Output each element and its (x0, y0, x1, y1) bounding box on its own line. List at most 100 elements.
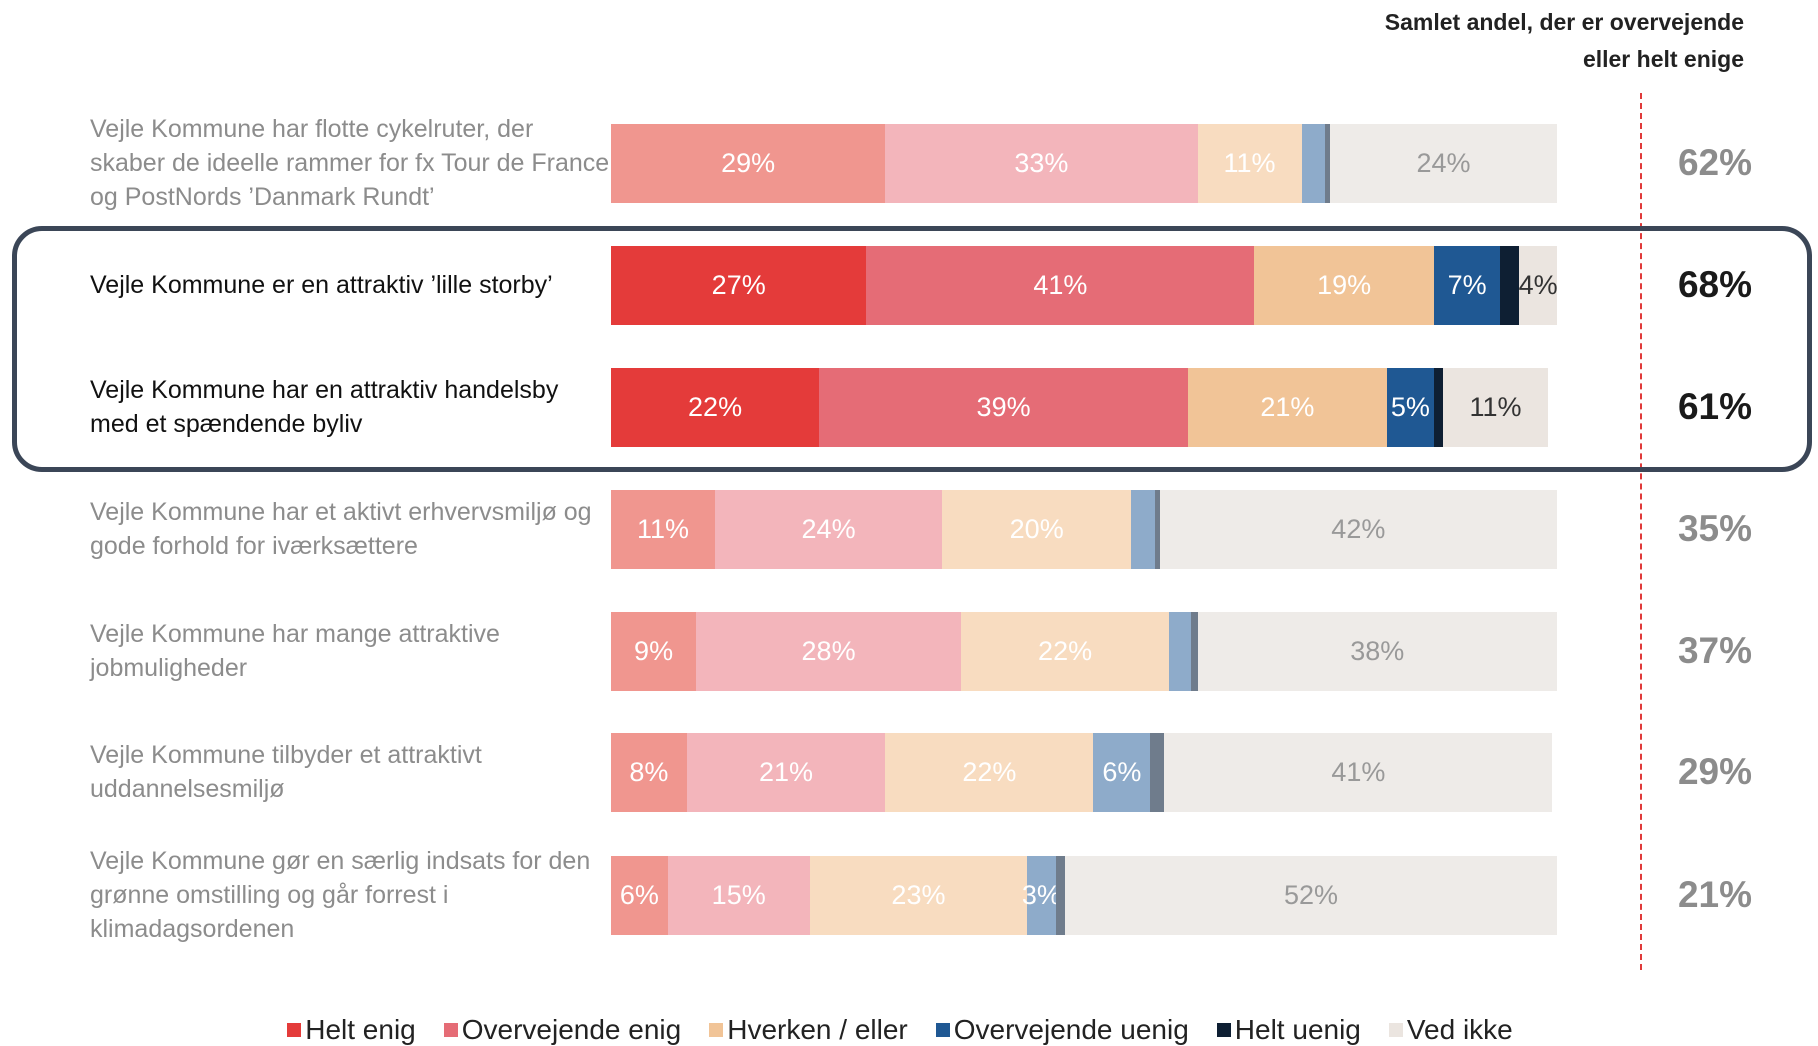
value-label: 8% (629, 756, 669, 787)
value-label: 11% (1223, 147, 1276, 178)
category-label: Vejle Kommune tilbyder et attraktivt udd… (90, 741, 482, 803)
total-label: 61% (1677, 386, 1753, 427)
bar-segment: 21% (1188, 367, 1387, 447)
legend-item: Helt enig (287, 1014, 416, 1046)
category-label: Vejle Kommune har flotte cykelruter, der… (90, 115, 610, 211)
value-label: 23% (891, 879, 946, 910)
bar-segment: 6% (611, 855, 668, 935)
value-label: 4% (1518, 269, 1558, 300)
value-label: 33% (1014, 147, 1069, 178)
bar-segment: 33% (885, 123, 1198, 203)
bar-segment: 38% (1197, 611, 1557, 691)
legend-label: Ved ikke (1406, 1014, 1513, 1045)
legend-label: Overvejende enig (461, 1014, 682, 1045)
total-label: 37% (1677, 630, 1753, 671)
value-label: 24% (801, 513, 856, 544)
bar-segment: 22% (611, 367, 820, 447)
bar-segment: 11% (1443, 367, 1548, 447)
value-label: 9% (634, 635, 674, 666)
bar-segment: 15% (667, 855, 810, 935)
bar-segment (1131, 489, 1155, 569)
legend-swatch (1216, 1023, 1231, 1037)
value-label: 52% (1284, 879, 1339, 910)
total-label: 21% (1677, 874, 1753, 915)
bar-segment: 19% (1254, 245, 1434, 325)
bar-segment: 27% (611, 245, 867, 325)
legend-item: Hverken / eller (709, 1014, 908, 1046)
bar-segment (1190, 611, 1198, 691)
legend-label: Helt enig (305, 1014, 416, 1045)
value-label: 42% (1331, 513, 1386, 544)
legend-swatch (443, 1023, 458, 1037)
legend-swatch (709, 1023, 724, 1037)
value-label: 6% (1102, 756, 1142, 787)
bar-segment: 8% (611, 732, 687, 812)
bar-segment: 3% (1022, 855, 1061, 935)
value-label: 22% (1038, 635, 1093, 666)
legend-label: Hverken / eller (727, 1014, 908, 1045)
legend-item: Helt uenig (1216, 1014, 1361, 1046)
bar-segment: 24% (1329, 123, 1557, 203)
bar-segment (1500, 245, 1520, 325)
highlight-box (12, 226, 1812, 472)
bar-segment (1325, 123, 1330, 203)
value-label: 21% (758, 756, 814, 787)
legend-item: Ved ikke (1388, 1014, 1513, 1046)
category-label: Vejle Kommune har en attraktiv handelsby… (90, 376, 559, 438)
reference-line (1640, 93, 1642, 970)
bar-segment: 41% (1164, 732, 1553, 812)
bar-segment: 23% (809, 855, 1028, 935)
bar-segment (1055, 855, 1066, 935)
bar-segment (1169, 611, 1191, 691)
value-label: 38% (1350, 635, 1405, 666)
totals-title: Samlet andel, der er overvejende eller h… (1384, 9, 1744, 72)
bar-segment (1154, 489, 1160, 569)
value-label: 11% (1469, 391, 1522, 422)
value-label: 39% (976, 391, 1031, 422)
bar-segment: 29% (611, 123, 886, 203)
value-label: 27% (711, 269, 766, 300)
bar-segment: 22% (885, 732, 1094, 812)
value-label: 22% (962, 756, 1017, 787)
value-label: 11% (637, 513, 690, 544)
bar-segment (1150, 732, 1165, 812)
bar-segment (1434, 367, 1444, 447)
bar-segment: 11% (611, 489, 716, 569)
bar-segment: 5% (1386, 367, 1435, 447)
bar-segment: 52% (1065, 855, 1557, 935)
bar-segment: 4% (1518, 245, 1558, 325)
value-label: 24% (1416, 147, 1471, 178)
category-label: Vejle Kommune har mange attraktive jobmu… (90, 620, 500, 682)
bar-segment: 39% (819, 367, 1189, 447)
value-label: 41% (1331, 756, 1386, 787)
category-label: Vejle Kommune gør en særlig indsats for … (90, 847, 591, 943)
bar-segment: 42% (1159, 489, 1557, 569)
bar-segment: 11% (1197, 123, 1302, 203)
legend-item: Overvejende uenig (935, 1014, 1189, 1046)
bar-segment: 22% (961, 611, 1170, 691)
legend-item: Overvejende enig (443, 1014, 682, 1046)
bar-segment (1301, 123, 1326, 203)
legend-swatch (1388, 1023, 1403, 1037)
value-label: 6% (619, 879, 659, 910)
total-label: 68% (1677, 264, 1753, 305)
value-label: 20% (1009, 513, 1064, 544)
legend-swatch (935, 1023, 950, 1037)
value-label: 15% (711, 879, 766, 910)
legend-swatch (287, 1023, 302, 1037)
bar-segment: 28% (696, 611, 961, 691)
value-label: 3% (1021, 879, 1061, 910)
legend-label: Helt uenig (1234, 1014, 1361, 1045)
category-label: Vejle Kommune er en attraktiv ’lille sto… (90, 271, 553, 299)
value-label: 28% (801, 635, 856, 666)
legend-label: Overvejende uenig (953, 1014, 1189, 1045)
value-label: 22% (688, 391, 743, 422)
total-label: 29% (1677, 751, 1753, 792)
bar-segment: 20% (942, 489, 1132, 569)
value-label: 19% (1317, 269, 1372, 300)
value-label: 5% (1390, 391, 1430, 422)
value-label: 7% (1447, 269, 1487, 300)
category-label: Vejle Kommune har et aktivt erhvervsmilj… (90, 498, 592, 560)
legend: Helt enig Overvejende enig Hverken / eller… (0, 1014, 1800, 1046)
